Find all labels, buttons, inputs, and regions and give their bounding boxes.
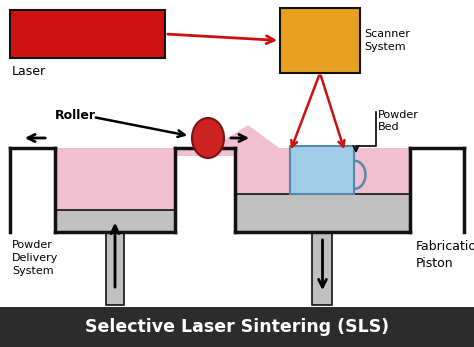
- Text: Laser: Laser: [12, 65, 46, 77]
- Bar: [235, 148, 410, 232]
- Bar: [312, 232, 332, 305]
- Bar: [10, 10, 165, 58]
- Polygon shape: [213, 126, 278, 148]
- Bar: [235, 194, 410, 232]
- Text: Powder
Delivery
System: Powder Delivery System: [12, 240, 58, 277]
- Ellipse shape: [192, 118, 224, 158]
- Text: Scanner
System: Scanner System: [364, 29, 410, 52]
- Bar: [106, 232, 124, 305]
- Bar: [280, 8, 360, 73]
- Text: Roller: Roller: [55, 109, 96, 121]
- Bar: [0, 307, 474, 347]
- Bar: [291, 146, 355, 194]
- Text: Powder
Bed: Powder Bed: [378, 110, 419, 133]
- Bar: [55, 210, 175, 232]
- Text: Fabrication
Piston: Fabrication Piston: [416, 240, 474, 270]
- Bar: [55, 148, 175, 232]
- Bar: [175, 148, 235, 156]
- Text: Selective Laser Sintering (SLS): Selective Laser Sintering (SLS): [85, 318, 389, 336]
